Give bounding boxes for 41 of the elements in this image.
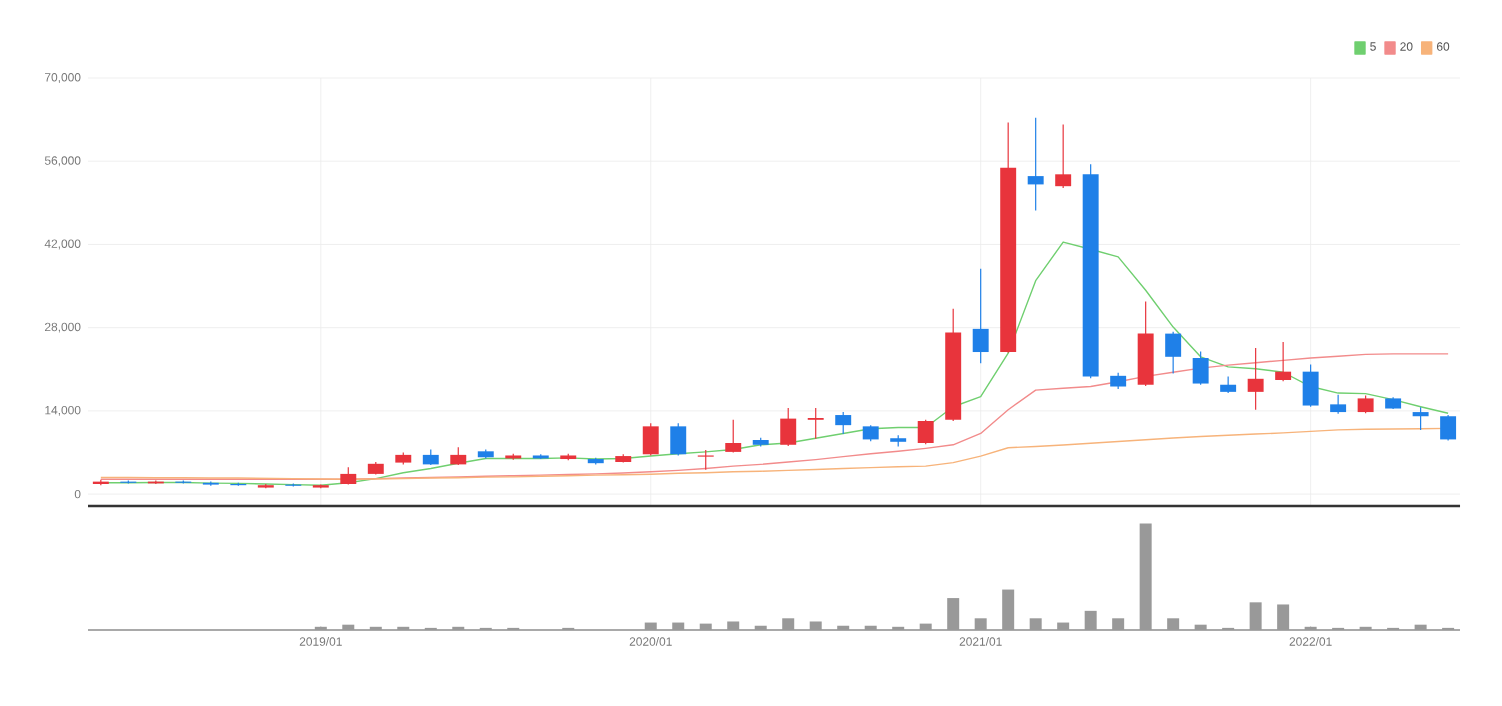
candlestick — [1247, 347, 1264, 411]
bar — [1084, 610, 1097, 630]
bar — [1029, 618, 1042, 630]
candlestick — [1165, 331, 1182, 375]
bar — [947, 598, 960, 630]
candlestick — [1220, 375, 1237, 394]
candlestick — [1275, 341, 1292, 382]
candlestick — [1330, 394, 1347, 415]
candlestick — [670, 422, 687, 457]
candlestick — [725, 419, 742, 454]
bar — [1414, 624, 1427, 630]
candlestick — [835, 411, 852, 435]
candlestick — [807, 407, 824, 440]
bar — [974, 618, 987, 630]
bar — [672, 622, 685, 630]
bar — [1057, 622, 1070, 630]
candlestick — [1412, 406, 1429, 431]
bar — [809, 621, 822, 630]
bar — [727, 621, 740, 630]
bar — [919, 623, 932, 630]
bar — [1277, 604, 1290, 630]
candlestick — [1302, 363, 1319, 408]
bar — [1139, 523, 1152, 630]
bar — [1167, 618, 1180, 630]
bar — [1112, 618, 1125, 630]
bar — [1249, 602, 1262, 630]
bar — [1002, 589, 1015, 630]
bar — [699, 623, 712, 630]
candlestick — [1440, 414, 1457, 442]
candlestick — [1192, 350, 1209, 386]
candlestick — [1055, 123, 1072, 189]
candlestick — [697, 449, 714, 471]
bar — [1194, 624, 1207, 630]
bar — [782, 618, 795, 630]
candlestick — [780, 407, 797, 447]
bar — [644, 622, 657, 630]
candlestick — [972, 268, 989, 364]
bar — [342, 624, 355, 630]
candlestick — [1027, 117, 1044, 212]
candlestick — [642, 422, 659, 457]
candlestick — [917, 419, 934, 445]
